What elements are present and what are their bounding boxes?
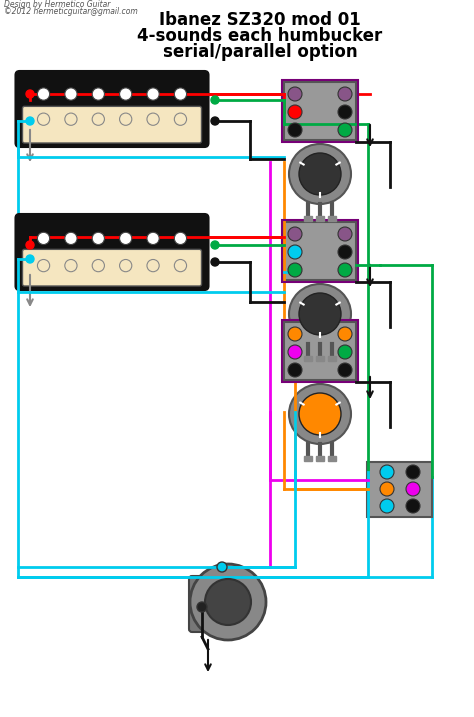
FancyBboxPatch shape	[16, 214, 209, 290]
Bar	[282, 320, 358, 382]
Bar	[367, 462, 432, 516]
Bar	[284, 82, 356, 140]
FancyBboxPatch shape	[189, 576, 223, 632]
Circle shape	[211, 96, 219, 104]
Circle shape	[406, 499, 420, 513]
Circle shape	[211, 241, 219, 249]
Text: serial/parallel option: serial/parallel option	[163, 43, 357, 61]
Bar	[328, 216, 336, 221]
Circle shape	[338, 345, 352, 359]
Bar	[316, 356, 324, 361]
Ellipse shape	[289, 144, 351, 204]
Circle shape	[299, 393, 341, 435]
Ellipse shape	[289, 384, 351, 444]
Bar	[284, 222, 356, 280]
Circle shape	[380, 482, 394, 496]
Text: Ibanez SZ320 mod 01: Ibanez SZ320 mod 01	[159, 11, 361, 29]
Circle shape	[119, 88, 132, 100]
Circle shape	[65, 232, 77, 244]
Circle shape	[338, 363, 352, 377]
FancyBboxPatch shape	[16, 71, 209, 147]
Circle shape	[174, 113, 187, 125]
Circle shape	[174, 260, 187, 272]
Circle shape	[37, 113, 50, 125]
Circle shape	[288, 263, 302, 277]
Circle shape	[92, 232, 104, 244]
Circle shape	[147, 88, 159, 100]
Circle shape	[26, 90, 34, 98]
Circle shape	[26, 255, 34, 263]
Circle shape	[174, 232, 187, 244]
Circle shape	[288, 245, 302, 259]
Circle shape	[406, 465, 420, 479]
Circle shape	[299, 153, 341, 195]
Bar	[328, 356, 336, 361]
Circle shape	[147, 232, 159, 244]
Circle shape	[211, 117, 219, 125]
Circle shape	[26, 117, 34, 125]
FancyBboxPatch shape	[22, 106, 201, 143]
Text: 4-sounds each humbucker: 4-sounds each humbucker	[137, 27, 383, 45]
Circle shape	[338, 105, 352, 119]
Circle shape	[288, 345, 302, 359]
Circle shape	[147, 113, 159, 125]
Circle shape	[119, 260, 132, 272]
Circle shape	[380, 499, 394, 513]
Circle shape	[380, 465, 394, 479]
Circle shape	[338, 227, 352, 241]
Circle shape	[211, 258, 219, 266]
Circle shape	[190, 564, 266, 640]
Bar	[284, 322, 356, 380]
Circle shape	[65, 260, 77, 272]
Circle shape	[288, 123, 302, 137]
Circle shape	[338, 123, 352, 137]
Circle shape	[205, 579, 251, 625]
Circle shape	[338, 245, 352, 259]
Circle shape	[174, 88, 187, 100]
Circle shape	[288, 105, 302, 119]
Text: Design by Hermetico Guitar: Design by Hermetico Guitar	[4, 0, 110, 9]
Bar	[316, 456, 324, 461]
Circle shape	[37, 260, 50, 272]
Circle shape	[92, 88, 104, 100]
Circle shape	[338, 263, 352, 277]
Circle shape	[288, 327, 302, 341]
Circle shape	[26, 241, 34, 249]
Circle shape	[119, 113, 132, 125]
Circle shape	[288, 227, 302, 241]
Circle shape	[197, 602, 207, 612]
FancyBboxPatch shape	[22, 250, 201, 286]
Circle shape	[338, 87, 352, 101]
Circle shape	[92, 113, 104, 125]
Bar	[316, 216, 324, 221]
Bar	[304, 456, 312, 461]
Circle shape	[288, 87, 302, 101]
Circle shape	[37, 232, 50, 244]
Circle shape	[119, 232, 132, 244]
Circle shape	[65, 88, 77, 100]
Bar	[282, 220, 358, 282]
Bar	[328, 456, 336, 461]
Bar	[304, 356, 312, 361]
Circle shape	[92, 260, 104, 272]
Bar	[282, 80, 358, 142]
Circle shape	[406, 482, 420, 496]
Circle shape	[288, 363, 302, 377]
Text: ©2012 hermeticguitar@gmail.com: ©2012 hermeticguitar@gmail.com	[4, 7, 138, 16]
Circle shape	[37, 88, 50, 100]
Circle shape	[299, 293, 341, 335]
Circle shape	[338, 327, 352, 341]
Circle shape	[217, 562, 227, 572]
Circle shape	[65, 113, 77, 125]
Bar	[304, 216, 312, 221]
Ellipse shape	[289, 284, 351, 344]
Circle shape	[147, 260, 159, 272]
